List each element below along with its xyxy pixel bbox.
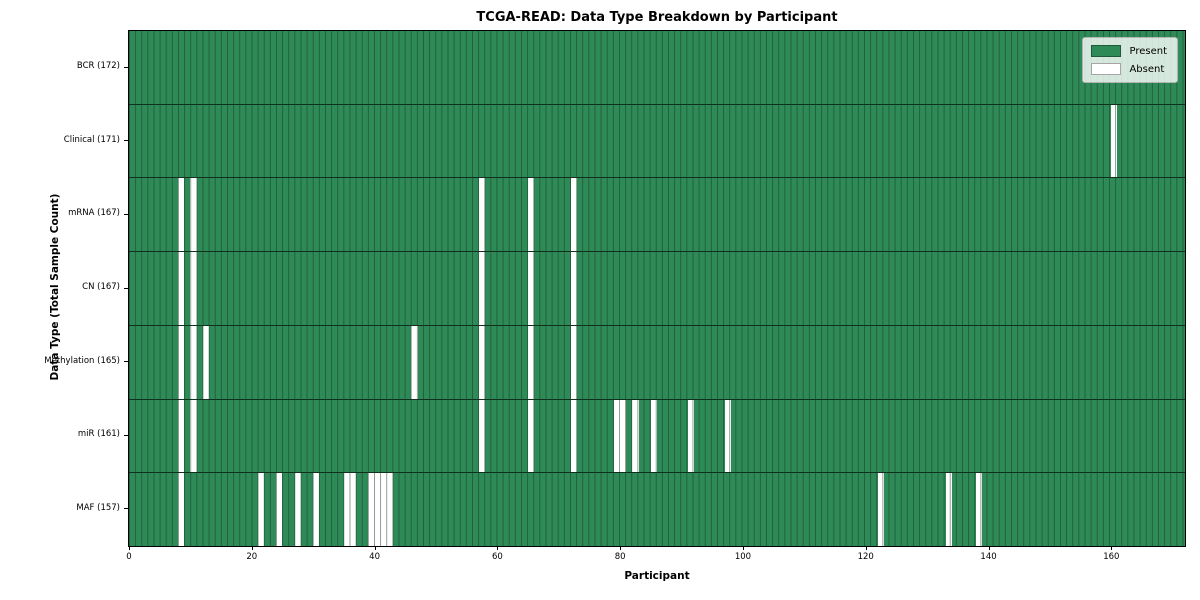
y-tick-label: BCR (172)	[76, 61, 120, 72]
y-tick-label: MAF (157)	[76, 502, 120, 513]
absent-cell	[528, 325, 535, 399]
y-tick-mark	[124, 66, 128, 68]
absent-cell	[411, 325, 418, 399]
heatmap-row-Clinical	[129, 104, 1185, 179]
x-tick-label: 160	[1103, 552, 1120, 562]
heatmap-row-BCR	[129, 31, 1185, 105]
x-tick-mark	[251, 546, 253, 550]
y-tick-mark	[124, 361, 128, 363]
absent-cell	[632, 399, 639, 473]
chart-title: TCGA-READ: Data Type Breakdown by Partic…	[476, 10, 838, 25]
absent-cell	[724, 399, 731, 473]
absent-cell	[276, 473, 283, 547]
absent-cell	[350, 473, 357, 547]
absent-cell	[571, 399, 578, 473]
x-tick-mark	[988, 546, 990, 550]
x-tick-label: 20	[246, 552, 258, 562]
x-tick-label: 40	[369, 552, 380, 562]
x-tick-label: 140	[980, 552, 997, 562]
x-tick-mark	[497, 546, 499, 550]
absent-cell	[257, 473, 265, 547]
x-tick-label: 0	[126, 552, 132, 562]
absent-cell	[571, 252, 578, 325]
absent-cell	[571, 178, 578, 252]
absent-cell	[620, 399, 627, 473]
heatmap-row-Methylation	[129, 325, 1185, 400]
y-tick-mark	[124, 434, 128, 436]
heatmap-row-MAF	[129, 473, 1185, 547]
absent-cell	[528, 252, 535, 325]
legend-label-absent: Absent	[1129, 63, 1165, 75]
x-tick-mark	[620, 546, 622, 550]
absent-cell	[178, 252, 185, 325]
absent-cell	[294, 473, 301, 547]
x-tick-mark	[1111, 546, 1113, 550]
legend-label-present: Present	[1129, 45, 1167, 57]
heatmap-row-mRNA	[129, 178, 1185, 253]
absent-cell	[190, 178, 197, 252]
x-tick-label: 80	[614, 552, 626, 562]
absent-cell	[178, 325, 185, 399]
absent-cell	[687, 399, 694, 473]
absent-cell	[976, 473, 983, 547]
absent-cell	[650, 399, 657, 473]
x-tick-label: 60	[491, 552, 503, 562]
y-tick-mark	[124, 508, 128, 510]
x-tick-mark	[129, 546, 130, 550]
y-tick-label: mRNA (167)	[68, 208, 120, 219]
absent-cell	[313, 473, 320, 547]
heatmap-row-miR	[129, 399, 1185, 474]
x-tick-mark	[742, 546, 744, 550]
absent-swatch	[1091, 63, 1122, 75]
absent-cell	[202, 325, 209, 399]
absent-cell	[178, 178, 185, 252]
plot-area: Present Absent	[128, 30, 1186, 547]
absent-cell	[178, 399, 185, 473]
absent-cell	[1111, 104, 1118, 178]
absent-cell	[478, 178, 486, 252]
heatmap-row-CN	[129, 252, 1185, 326]
absent-cell	[945, 473, 952, 547]
absent-cell	[190, 252, 197, 325]
x-tick-label: 100	[734, 552, 752, 562]
legend: Present Absent	[1082, 37, 1178, 83]
heatmap-rows	[129, 31, 1185, 547]
absent-cell	[478, 325, 486, 399]
absent-cell	[178, 473, 185, 547]
y-tick-mark	[124, 287, 128, 289]
x-axis-label: Participant	[624, 570, 690, 582]
y-tick-label: Clinical (171)	[63, 134, 120, 145]
legend-item-present: Present	[1091, 45, 1167, 57]
y-tick-label: Methylation (165)	[44, 355, 120, 366]
y-tick-mark	[124, 213, 128, 215]
absent-cell	[571, 325, 578, 399]
y-tick-label: CN (167)	[82, 282, 120, 292]
absent-cell	[478, 252, 486, 325]
absent-cell	[878, 473, 885, 547]
absent-cell	[528, 178, 535, 252]
y-tick-label: miR (161)	[77, 429, 120, 440]
x-tick-mark	[865, 546, 867, 550]
present-swatch	[1091, 45, 1122, 57]
absent-cell	[528, 399, 535, 473]
x-tick-mark	[374, 546, 376, 550]
absent-cell	[190, 399, 197, 473]
absent-cell	[386, 473, 393, 547]
legend-item-absent: Absent	[1091, 63, 1167, 75]
absent-cell	[190, 325, 197, 399]
x-tick-label: 120	[857, 552, 874, 562]
absent-cell	[478, 399, 486, 473]
y-tick-mark	[124, 140, 128, 142]
